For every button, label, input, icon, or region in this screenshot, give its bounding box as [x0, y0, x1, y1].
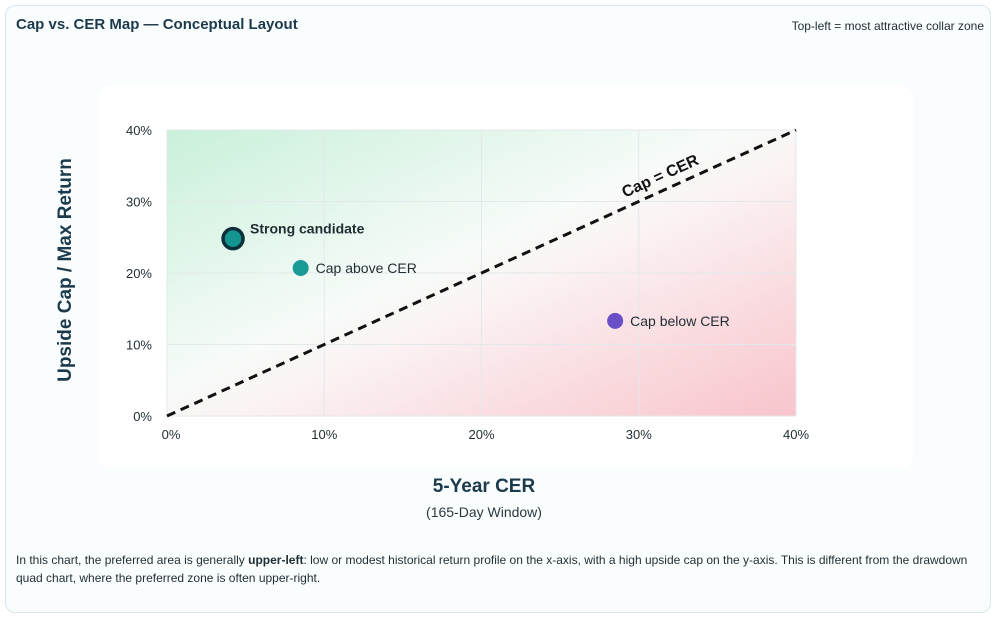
y-axis-label: Upside Cap / Max Return [55, 158, 76, 382]
point-label: Strong candidate [250, 221, 365, 237]
footnote-text-start: In this chart, the preferred area is gen… [16, 553, 249, 567]
data-point [292, 259, 309, 276]
y-tick-label: 30% [126, 195, 152, 210]
y-tick-label: 10% [126, 338, 152, 353]
data-point [607, 312, 624, 329]
point-strong-candidate [221, 226, 245, 251]
data-points: Strong candidate Cap above CER Cap below C… [221, 221, 730, 329]
chart-title: Cap vs. CER Map — Conceptual Layout [16, 16, 298, 33]
footnote: In this chart, the preferred area is gen… [16, 551, 971, 587]
x-tick-label: 40% [783, 427, 809, 442]
footnote-emphasis: upper-left [248, 553, 304, 567]
x-axis-ticks: 0% 10% 20% 30% 40% [162, 427, 810, 442]
zone-note: Top-left = most attractive collar zone [791, 19, 984, 33]
gridlines [166, 129, 797, 417]
y-axis-ticks: 0% 10% 20% 30% 40% [126, 123, 152, 424]
y-tick-label: 20% [126, 266, 152, 281]
footnote-text-end: : low or modest historical return profil… [16, 553, 968, 585]
cap-equals-cer-line [166, 128, 797, 418]
y-tick-label: 40% [126, 123, 152, 138]
x-tick-label: 20% [468, 427, 494, 442]
x-tick-label: 10% [311, 427, 337, 442]
point-label: Cap above CER [316, 260, 417, 276]
x-axis-sublabel: (165-Day Window) [426, 504, 542, 520]
x-tick-label: 0% [162, 427, 181, 442]
x-axis-label: 5-Year CER [432, 476, 536, 497]
x-tick-label: 30% [626, 427, 652, 442]
y-tick-label: 0% [133, 409, 152, 424]
point-label: Cap below CER [630, 313, 730, 329]
